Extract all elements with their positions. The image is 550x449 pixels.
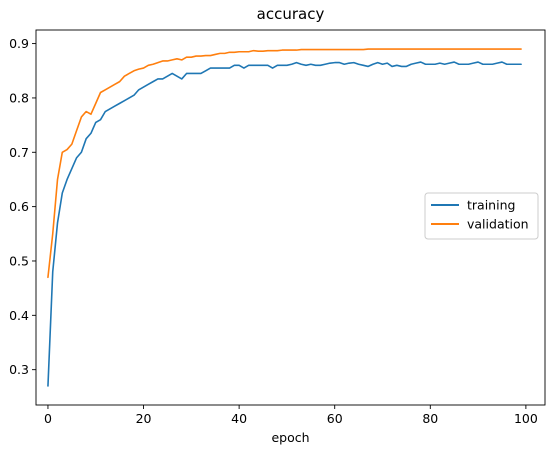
series-layer bbox=[47, 48, 522, 387]
legend-validation-label: validation bbox=[467, 217, 529, 232]
y-tick-label: 0.3 bbox=[9, 362, 29, 377]
y-tick-label: 0.5 bbox=[9, 253, 29, 268]
y-tick-label: 0.9 bbox=[9, 36, 29, 51]
y-tick-label: 0.7 bbox=[9, 145, 29, 160]
x-tick-label: 20 bbox=[136, 411, 152, 426]
series-line-validation bbox=[47, 48, 522, 279]
y-tick-label: 0.4 bbox=[9, 308, 29, 323]
y-tick-label: 0.6 bbox=[9, 199, 29, 214]
legend: training validation bbox=[424, 192, 539, 240]
plot-frame bbox=[35, 29, 546, 406]
axes-layer: 0 20 40 60 80 100 0.3 0.4 0.5 0.6 0.7 0.8 0.9 bbox=[9, 29, 546, 426]
x-tick-label: 40 bbox=[231, 411, 247, 426]
series-line-training bbox=[47, 61, 522, 387]
x-tick-label: 60 bbox=[327, 411, 343, 426]
x-tick-label: 0 bbox=[44, 411, 52, 426]
x-axis-label: epoch bbox=[271, 430, 309, 445]
x-tick-label: 80 bbox=[422, 411, 438, 426]
legend-training-label: training bbox=[467, 198, 515, 213]
chart-title: accuracy bbox=[257, 5, 325, 23]
y-tick-label: 0.8 bbox=[9, 90, 29, 105]
x-tick-label: 100 bbox=[514, 411, 538, 426]
